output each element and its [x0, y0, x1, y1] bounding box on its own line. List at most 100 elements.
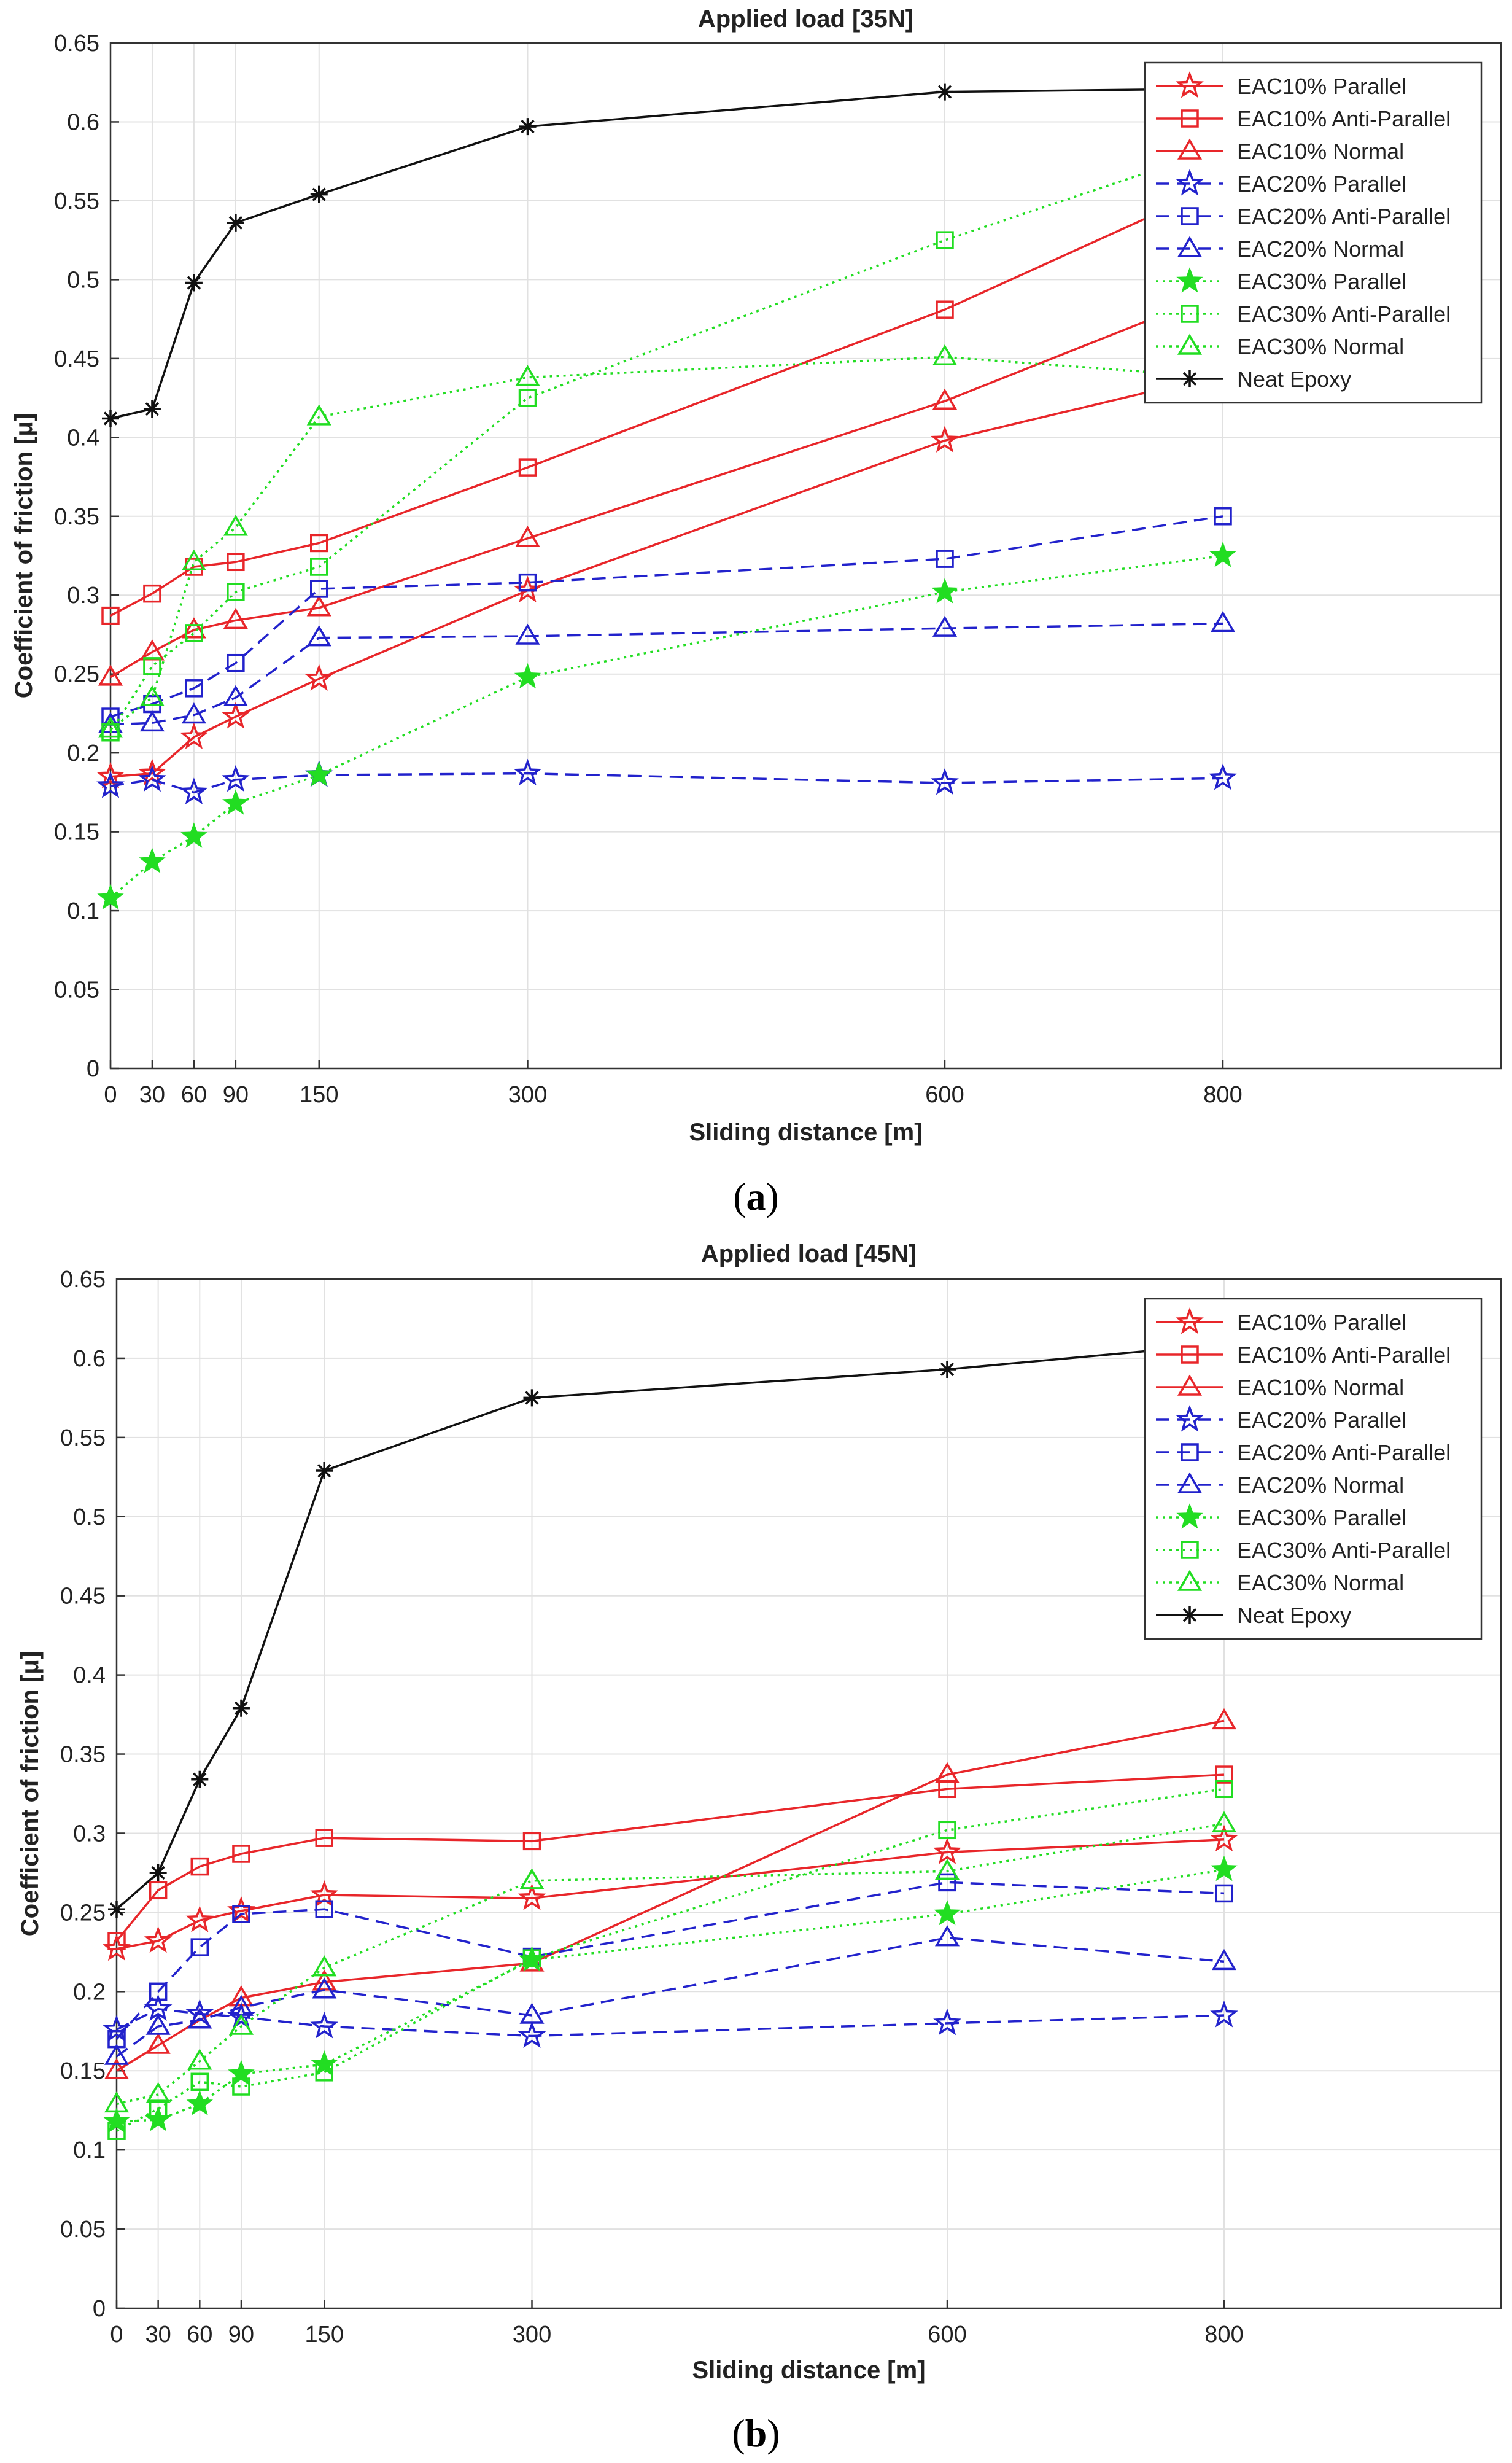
- data-point: [96, 761, 125, 789]
- x-tick-label: 60: [181, 1082, 207, 1108]
- data-point: [139, 639, 165, 661]
- x-axis: 0 30 60 90 150 300 600 800: [104, 1060, 1243, 1108]
- data-point: [190, 1938, 209, 1956]
- data-point: [223, 607, 248, 629]
- legend-marker: [1181, 1345, 1199, 1364]
- data-point: [191, 1770, 209, 1788]
- data-point: [931, 426, 959, 453]
- y-tick-label: 0.45: [54, 346, 99, 372]
- y-tick-label: 0.55: [60, 1425, 106, 1451]
- data-point: [144, 1926, 173, 1953]
- series-eac30-anti-parallel: [107, 1780, 1233, 2140]
- series-eac30-parallel: [97, 542, 1236, 910]
- x-tick-label: 90: [223, 1082, 249, 1108]
- data-point: [310, 580, 328, 598]
- data-point: [103, 2107, 130, 2133]
- series-neat-epoxy: [108, 1335, 1233, 1918]
- legend-marker: [1177, 1472, 1203, 1493]
- data-point: [223, 515, 248, 536]
- data-point: [938, 1873, 956, 1892]
- legend-label: EAC30% Normal: [1237, 1570, 1404, 1595]
- data-point: [107, 2122, 126, 2140]
- data-point: [180, 722, 208, 749]
- data-point: [933, 1837, 961, 1864]
- legend-item: Neat Epoxy: [1156, 367, 1351, 392]
- legend-item: EAC30% Anti-Parallel: [1156, 1538, 1451, 1563]
- data-point: [518, 1883, 546, 1910]
- data-point: [185, 624, 203, 642]
- legend-marker: [1181, 109, 1199, 128]
- legend-label: EAC30% Parallel: [1237, 269, 1406, 294]
- data-point: [519, 2002, 545, 2024]
- series-line: [116, 1719, 1225, 2072]
- data-point: [315, 1900, 333, 1918]
- series-eac30-normal: [104, 1811, 1237, 2113]
- data-point: [515, 526, 540, 547]
- data-point: [187, 2007, 212, 2029]
- data-point: [227, 214, 244, 232]
- y-tick-label: 0.35: [60, 1742, 106, 1768]
- x-tick-label: 30: [139, 1082, 165, 1108]
- data-point: [185, 679, 203, 698]
- data-point: [931, 768, 959, 795]
- data-point: [181, 617, 206, 639]
- series-group: [96, 80, 1237, 910]
- data-point: [315, 2063, 333, 2082]
- data-point: [515, 623, 540, 645]
- data-point: [306, 625, 331, 647]
- legend-marker: [1176, 1503, 1203, 1529]
- data-point: [518, 389, 537, 407]
- data-point: [518, 573, 537, 592]
- data-point: [228, 2014, 254, 2035]
- x-tick-label: 300: [513, 2322, 551, 2348]
- data-point: [104, 2091, 130, 2113]
- y-tick-label: 0.65: [54, 31, 99, 56]
- data-point: [108, 1901, 125, 1918]
- data-point: [185, 1905, 214, 1932]
- data-point: [513, 758, 542, 785]
- y-tick-label: 0.6: [73, 1346, 106, 1372]
- legend-marker: [1177, 138, 1203, 160]
- data-point: [1211, 1708, 1237, 1730]
- data-point: [143, 400, 161, 418]
- series-line: [116, 1788, 1225, 2132]
- series-line: [110, 87, 1223, 420]
- y-tick-label: 0.1: [73, 2138, 106, 2163]
- x-tick-label: 800: [1203, 1082, 1242, 1108]
- legend-item: EAC30% Normal: [1156, 1570, 1404, 1595]
- data-point: [149, 1881, 168, 1900]
- data-point: [304, 664, 333, 691]
- legend-marker: [1181, 370, 1198, 387]
- data-point: [316, 1461, 333, 1479]
- legend-label: EAC20% Normal: [1237, 1473, 1404, 1498]
- data-point: [190, 1857, 209, 1876]
- x-axis-label: Sliding distance [m]: [692, 2357, 925, 2384]
- legend-marker: [1177, 236, 1203, 257]
- series-eac10-anti-parallel: [107, 1765, 1233, 1950]
- data-point: [222, 789, 249, 815]
- x-axis: 0 30 60 90 150 300 600 800: [110, 2300, 1244, 2348]
- data-point: [181, 702, 206, 724]
- x-tick-label: 30: [145, 2322, 171, 2348]
- legend-label: EAC10% Normal: [1237, 1375, 1404, 1400]
- data-point: [222, 765, 250, 792]
- data-point: [310, 558, 328, 576]
- legend-label: EAC10% Normal: [1237, 139, 1404, 164]
- data-point: [934, 1858, 960, 1880]
- legend-label: EAC20% Normal: [1237, 236, 1404, 262]
- caption-a: (a): [733, 1175, 779, 1218]
- data-point: [139, 710, 165, 732]
- data-point: [933, 2008, 961, 2036]
- data-point: [518, 2021, 546, 2048]
- legend-label: EAC30% Normal: [1237, 334, 1404, 359]
- data-point: [145, 2082, 171, 2103]
- data-point: [315, 1829, 333, 1847]
- data-point: [1209, 542, 1236, 567]
- data-point: [97, 884, 124, 910]
- y-tick-label: 0: [87, 1056, 99, 1082]
- data-point: [1209, 763, 1237, 790]
- y-tick-label: 0.05: [60, 2217, 106, 2243]
- x-tick-label: 150: [300, 1082, 338, 1108]
- legend-marker: [1176, 1405, 1204, 1432]
